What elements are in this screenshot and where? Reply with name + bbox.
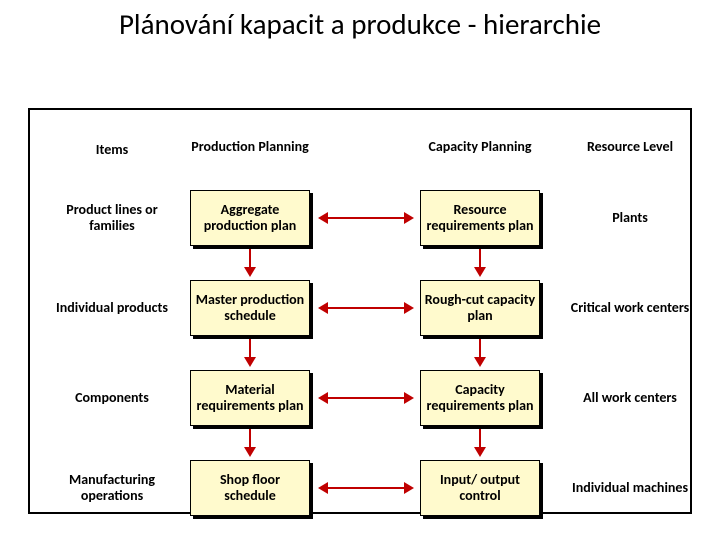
header-capacity: Capacity Planning	[420, 124, 540, 170]
arrow-h-4	[318, 460, 414, 516]
node-prod-2: Master production schedule	[190, 280, 310, 336]
header-production: Production Planning	[190, 124, 310, 170]
row-label-2: Individual products	[52, 280, 172, 336]
arrow-v-cap-2	[474, 339, 486, 367]
node-prod-4: Shop floor schedule	[190, 460, 310, 516]
arrow-v-prod-1	[244, 249, 256, 277]
node-prod-1: Aggregate production plan	[190, 190, 310, 246]
node-cap-4: Input/ output control	[420, 460, 540, 516]
res-label-2: Critical work centers	[570, 280, 690, 336]
arrow-h-1	[318, 190, 414, 246]
page-title: Plánování kapacit a produkce - hierarchi…	[0, 0, 720, 41]
res-label-3: All work centers	[570, 370, 690, 426]
arrow-v-cap-1	[474, 249, 486, 277]
res-label-4: Individual machines	[570, 460, 690, 516]
node-cap-1: Resource requirements plan	[420, 190, 540, 246]
row-label-1: Product lines or families	[52, 190, 172, 246]
row-label-4: Manufacturing operations	[52, 460, 172, 516]
arrow-v-prod-3	[244, 429, 256, 457]
header-resource: Resource Level	[570, 124, 690, 170]
res-label-1: Plants	[570, 190, 690, 246]
header-items: Items	[52, 130, 172, 170]
diagram-frame: Items Production Planning Capacity Plann…	[28, 108, 692, 514]
arrow-v-cap-3	[474, 429, 486, 457]
row-label-3: Components	[52, 370, 172, 426]
node-cap-3: Capacity requirements plan	[420, 370, 540, 426]
node-cap-2: Rough-cut capacity plan	[420, 280, 540, 336]
arrow-h-2	[318, 280, 414, 336]
node-prod-3: Material requirements plan	[190, 370, 310, 426]
arrow-v-prod-2	[244, 339, 256, 367]
arrow-h-3	[318, 370, 414, 426]
